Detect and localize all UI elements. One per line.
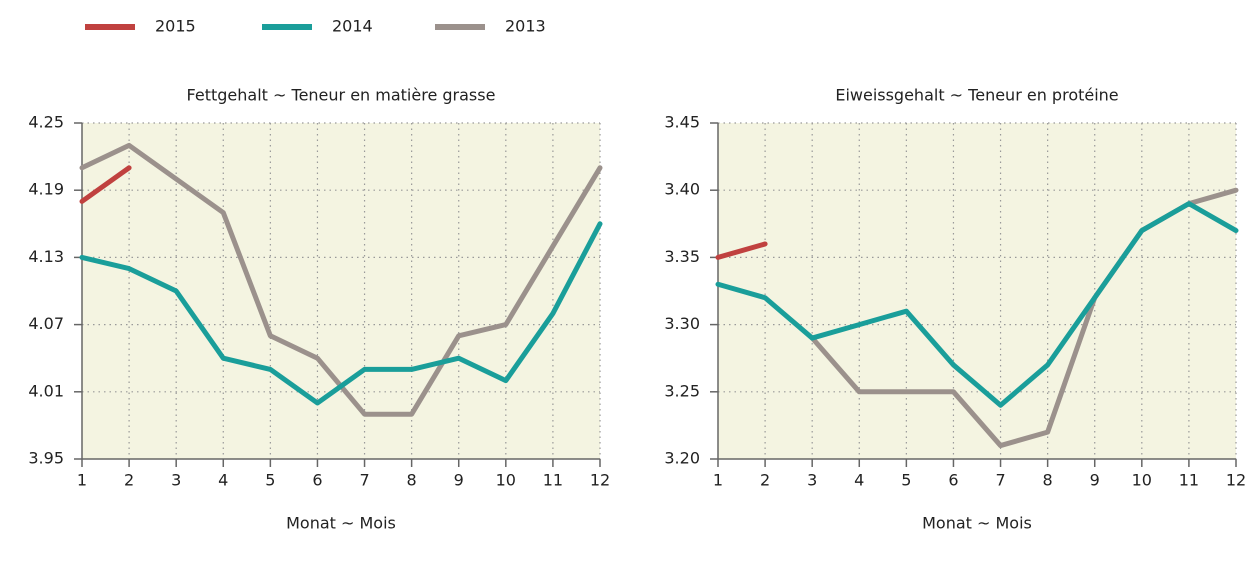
x-tick-label: 6: [312, 471, 322, 490]
x-tick-label: 11: [543, 471, 563, 490]
legend-label: 2015: [155, 17, 196, 36]
y-tick-label: 3.40: [664, 180, 700, 199]
x-tick-label: 2: [124, 471, 134, 490]
x-tick-label: 5: [265, 471, 275, 490]
x-tick-label: 4: [854, 471, 864, 490]
x-tick-label: 9: [1090, 471, 1100, 490]
x-tick-label: 8: [407, 471, 417, 490]
line-series: [715, 241, 768, 260]
line-series: [79, 165, 132, 204]
y-tick-label: 4.19: [28, 180, 64, 199]
line-series: [79, 221, 603, 406]
y-tick-label: 3.20: [664, 449, 700, 468]
plot-background: [82, 123, 600, 459]
x-tick-label: 9: [454, 471, 464, 490]
y-tick-label: 3.35: [664, 247, 700, 266]
x-tick-label: 2: [760, 471, 770, 490]
x-tick-label: 3: [171, 471, 181, 490]
y-tick-label: 3.25: [664, 381, 700, 400]
y-tick-label: 4.07: [28, 314, 64, 333]
y-tick-label: 3.95: [28, 449, 64, 468]
x-tick-label: 10: [496, 471, 516, 490]
plot-background: [718, 123, 1236, 459]
y-tick-label: 3.45: [664, 113, 700, 132]
x-tick-label: 7: [995, 471, 1005, 490]
x-tick-label: 10: [1132, 471, 1152, 490]
x-tick-label: 1: [77, 471, 87, 490]
y-tick-label: 3.30: [664, 314, 700, 333]
y-tick-label: 4.01: [28, 381, 64, 400]
x-tick-label: 4: [218, 471, 228, 490]
x-tick-label: 11: [1179, 471, 1199, 490]
x-tick-label: 3: [807, 471, 817, 490]
legend-label: 2014: [332, 17, 373, 36]
x-tick-label: 7: [359, 471, 369, 490]
x-tick-label: 1: [713, 471, 723, 490]
x-tick-label: 5: [901, 471, 911, 490]
x-axis-label: Monat ~ Mois: [286, 514, 396, 533]
legend-label: 2013: [505, 17, 546, 36]
chart-title: Eiweissgehalt ~ Teneur en protéine: [835, 86, 1118, 105]
y-tick-label: 4.13: [28, 247, 64, 266]
y-tick-label: 4.25: [28, 113, 64, 132]
line-series: [715, 201, 1239, 408]
x-axis-label: Monat ~ Mois: [922, 514, 1032, 533]
x-tick-label: 12: [1226, 471, 1246, 490]
chart-title: Fettgehalt ~ Teneur en matière grasse: [187, 86, 496, 105]
x-tick-label: 8: [1043, 471, 1053, 490]
x-tick-label: 12: [590, 471, 610, 490]
x-tick-label: 6: [948, 471, 958, 490]
